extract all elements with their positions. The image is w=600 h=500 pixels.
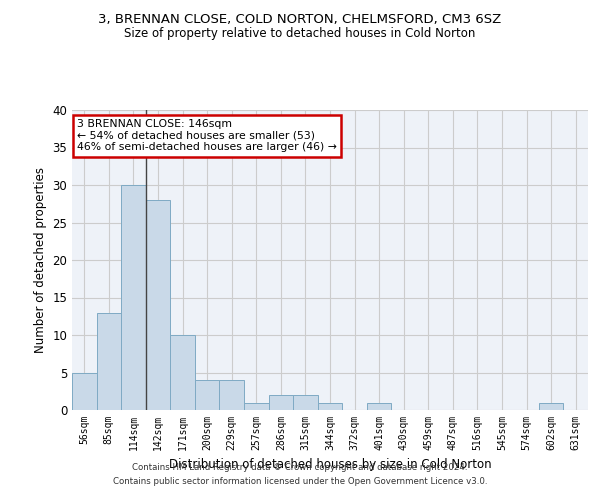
- Bar: [195, 380, 220, 410]
- Bar: [367, 402, 391, 410]
- Text: 3 BRENNAN CLOSE: 146sqm
← 54% of detached houses are smaller (53)
46% of semi-de: 3 BRENNAN CLOSE: 146sqm ← 54% of detache…: [77, 119, 337, 152]
- Text: Size of property relative to detached houses in Cold Norton: Size of property relative to detached ho…: [124, 28, 476, 40]
- Y-axis label: Number of detached properties: Number of detached properties: [34, 167, 47, 353]
- X-axis label: Distribution of detached houses by size in Cold Norton: Distribution of detached houses by size …: [169, 458, 491, 471]
- Bar: [146, 200, 170, 410]
- Bar: [220, 380, 244, 410]
- Bar: [539, 402, 563, 410]
- Text: Contains public sector information licensed under the Open Government Licence v3: Contains public sector information licen…: [113, 477, 487, 486]
- Bar: [269, 395, 293, 410]
- Bar: [244, 402, 269, 410]
- Bar: [318, 402, 342, 410]
- Text: Contains HM Land Registry data © Crown copyright and database right 2024.: Contains HM Land Registry data © Crown c…: [132, 464, 468, 472]
- Bar: [121, 185, 146, 410]
- Bar: [170, 335, 195, 410]
- Text: 3, BRENNAN CLOSE, COLD NORTON, CHELMSFORD, CM3 6SZ: 3, BRENNAN CLOSE, COLD NORTON, CHELMSFOR…: [98, 12, 502, 26]
- Bar: [293, 395, 318, 410]
- Bar: [97, 312, 121, 410]
- Bar: [72, 372, 97, 410]
